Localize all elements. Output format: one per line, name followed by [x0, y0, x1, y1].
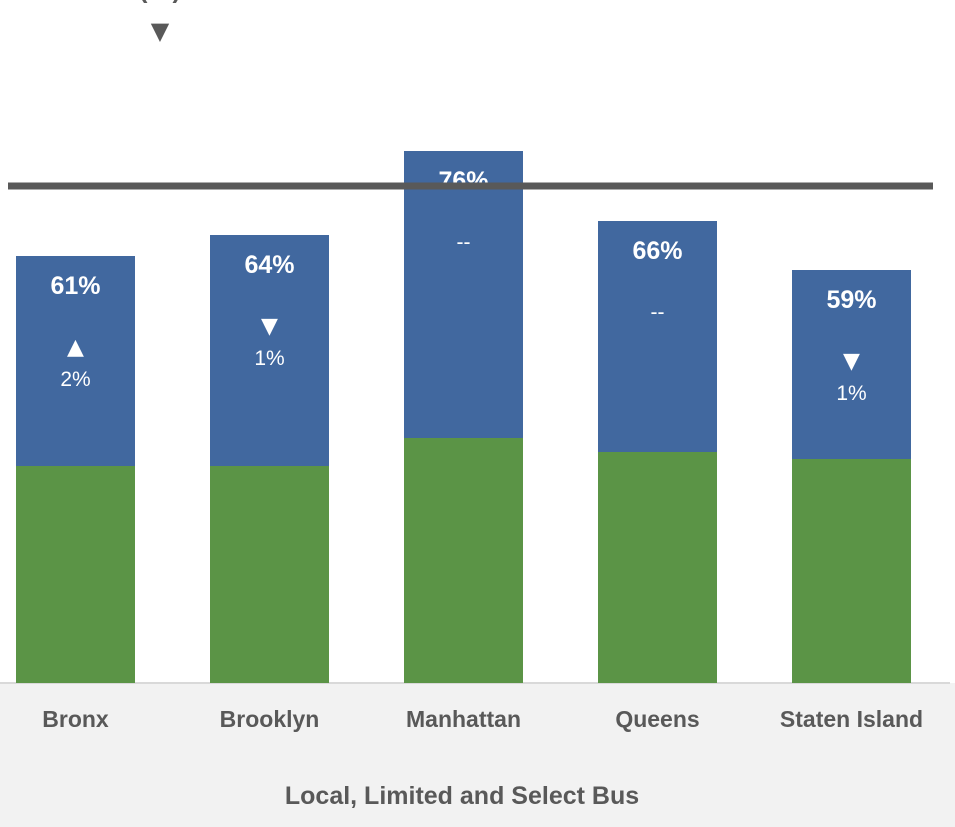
x-axis-title: Local, Limited and Select Bus: [285, 782, 639, 810]
bar-segment-green-manhattan: [404, 438, 523, 683]
x-tick-label: Brooklyn: [220, 706, 320, 732]
change-label: --: [651, 301, 665, 324]
bar-segment-blue-manhattan: [404, 151, 523, 438]
total-label: 59%: [826, 286, 876, 314]
change-label: --: [457, 231, 471, 254]
total-label: 66%: [632, 237, 682, 265]
top-fragment-text: (…): [139, 0, 181, 4]
bar-segment-green-staten-island: [792, 459, 911, 683]
top-fragment-arrow-icon: ▼: [151, 17, 170, 45]
up-arrow-icon: ▲: [67, 335, 84, 360]
axis-label-band: [0, 683, 955, 827]
x-tick-label: Manhattan: [406, 706, 521, 732]
x-tick-label: Bronx: [42, 706, 109, 732]
bars-layer: [16, 151, 911, 683]
change-label: 2%: [60, 368, 90, 391]
bar-segment-blue-staten-island: [792, 270, 911, 459]
x-tick-label: Staten Island: [780, 706, 923, 732]
down-arrow-icon: ▼: [261, 314, 278, 339]
total-label: 76%: [438, 167, 488, 195]
bar-segment-blue-brooklyn: [210, 235, 329, 466]
bar-segment-blue-bronx: [16, 256, 135, 466]
total-label: 64%: [244, 251, 294, 279]
bar-segment-green-bronx: [16, 466, 135, 683]
x-tick-label: Queens: [615, 706, 699, 732]
bar-segment-blue-queens: [598, 221, 717, 452]
bar-segment-green-brooklyn: [210, 466, 329, 683]
change-label: 1%: [254, 347, 284, 370]
down-arrow-icon: ▼: [843, 349, 860, 374]
labels-layer: 61% ▲ 2% Bronx 64% ▼ 1% Brooklyn 76% -- Manhattan 6…: [8, 167, 933, 732]
bar-segment-green-queens: [598, 452, 717, 683]
total-label: 61%: [50, 272, 100, 300]
change-label: 1%: [836, 382, 866, 405]
